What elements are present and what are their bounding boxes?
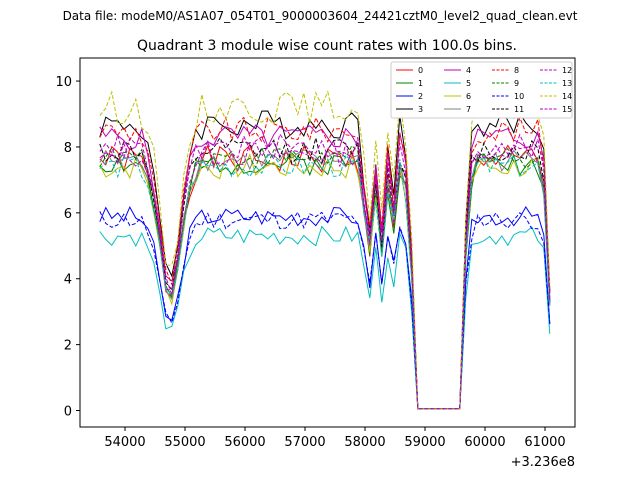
legend-label-0: 0 <box>418 66 423 75</box>
y-tick-label: 8 <box>64 141 72 156</box>
series-line-10 <box>99 211 551 410</box>
y-tick-label: 6 <box>64 207 72 222</box>
x-axis: 54000 55000 56000 57000 58000 59000 60000 61000 <box>104 427 566 450</box>
legend-label-7: 7 <box>466 105 471 114</box>
legend-label-12: 12 <box>562 66 572 75</box>
x-tick-label: 61000 <box>524 435 565 450</box>
legend-label-13: 13 <box>562 79 572 88</box>
series-line-2 <box>99 205 551 410</box>
legend-label-9: 9 <box>514 79 519 88</box>
legend-label-5: 5 <box>466 79 471 88</box>
x-tick-label: 54000 <box>104 435 145 450</box>
x-tick-label: 59000 <box>404 435 445 450</box>
legend-box <box>390 61 573 119</box>
series-line-7 <box>99 149 551 410</box>
y-tick-label: 0 <box>64 405 72 420</box>
y-axis: 0 2 4 6 8 10 <box>55 75 80 420</box>
chart-title: Quadrant 3 module wise count rates with … <box>137 38 517 54</box>
series-line-12 <box>99 139 551 410</box>
legend-label-2: 2 <box>418 92 423 101</box>
legend-label-3: 3 <box>418 105 423 114</box>
legend-label-8: 8 <box>514 66 519 75</box>
legend-label-10: 10 <box>514 92 524 101</box>
legend-label-1: 1 <box>418 79 423 88</box>
legend-label-15: 15 <box>562 105 572 114</box>
y-tick-label: 2 <box>64 339 72 354</box>
series-line-15 <box>99 132 551 410</box>
x-tick-label: 60000 <box>464 435 505 450</box>
x-offset-label: +3.236e8 <box>511 455 575 470</box>
x-tick-label: 57000 <box>284 435 325 450</box>
series-line-13 <box>99 154 551 410</box>
plot-lines <box>99 89 551 410</box>
legend-label-4: 4 <box>466 66 471 75</box>
legend-label-14: 14 <box>562 92 572 101</box>
y-tick-label: 4 <box>64 273 72 288</box>
legend-label-11: 11 <box>514 105 524 114</box>
x-tick-label: 55000 <box>164 435 205 450</box>
plot-frame <box>79 57 576 428</box>
series-line-5 <box>99 225 551 410</box>
y-tick-label: 10 <box>55 75 72 90</box>
x-tick-label: 58000 <box>344 435 385 450</box>
series-line-8 <box>99 116 551 410</box>
chart-suptitle: Data file: modeM0/AS1A07_054T01_90000036… <box>63 9 578 23</box>
series-line-14 <box>99 89 551 410</box>
legend-label-6: 6 <box>466 92 471 101</box>
x-tick-label: 56000 <box>224 435 265 450</box>
